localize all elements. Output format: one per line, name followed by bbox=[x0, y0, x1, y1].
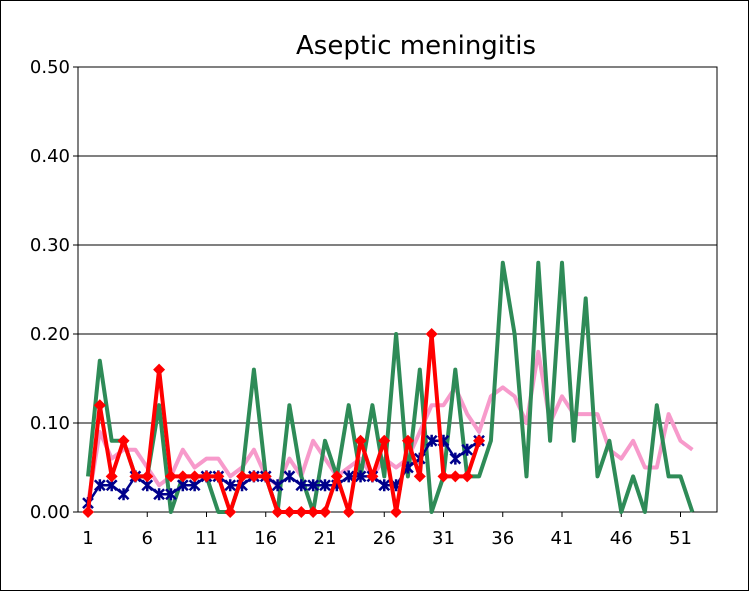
data-point-diamond bbox=[378, 434, 391, 447]
data-point-diamond bbox=[164, 470, 177, 483]
data-point-diamond bbox=[283, 506, 296, 518]
data-point-diamond bbox=[342, 506, 355, 518]
y-tick-label: 0.00 bbox=[30, 502, 70, 523]
data-point-diamond bbox=[224, 506, 237, 518]
x-tick-label: 41 bbox=[551, 528, 574, 549]
data-point-diamond bbox=[188, 470, 201, 483]
data-point-diamond bbox=[366, 470, 379, 483]
data-point-star bbox=[224, 479, 237, 492]
data-point-star bbox=[93, 479, 106, 492]
data-point-diamond bbox=[271, 506, 284, 518]
data-point-diamond bbox=[473, 434, 486, 447]
data-point-star bbox=[153, 488, 165, 501]
x-tick-label: 46 bbox=[610, 528, 633, 549]
x-tick-label: 11 bbox=[195, 528, 218, 549]
y-tick-label: 0.50 bbox=[30, 57, 70, 78]
data-point-diamond bbox=[105, 470, 118, 483]
data-point-diamond bbox=[295, 506, 308, 518]
x-tick-label: 16 bbox=[254, 528, 277, 549]
x-tick-label: 51 bbox=[669, 528, 692, 549]
x-tick-label: 26 bbox=[373, 528, 396, 549]
data-point-diamond bbox=[449, 470, 462, 483]
data-point-star bbox=[425, 434, 438, 447]
data-point-diamond bbox=[82, 506, 94, 518]
data-point-star bbox=[165, 488, 177, 501]
data-point-star bbox=[449, 452, 462, 465]
x-tick-label: 36 bbox=[491, 528, 514, 549]
chart-title: Aseptic meningitis bbox=[296, 31, 536, 61]
data-point-diamond bbox=[236, 470, 249, 483]
x-tick-label: 6 bbox=[142, 528, 153, 549]
data-point-diamond bbox=[330, 470, 343, 483]
data-point-star bbox=[295, 479, 308, 492]
data-point-diamond bbox=[93, 399, 106, 412]
data-point-diamond bbox=[319, 506, 331, 518]
y-tick-label: 0.20 bbox=[30, 324, 70, 345]
y-axis: 0.00 0.10 0.20 0.30 0.40 0.50 bbox=[30, 57, 78, 523]
data-point-diamond bbox=[413, 470, 426, 483]
data-point-diamond bbox=[307, 506, 320, 518]
data-point-star bbox=[461, 443, 474, 456]
data-point-star bbox=[307, 479, 320, 492]
x-tick-label: 31 bbox=[432, 528, 455, 549]
data-point-star bbox=[271, 479, 284, 492]
y-tick-label: 0.30 bbox=[30, 235, 70, 256]
data-point-diamond bbox=[117, 434, 130, 447]
data-point-diamond bbox=[141, 470, 154, 483]
data-point-diamond bbox=[153, 363, 166, 376]
data-point-star bbox=[283, 470, 296, 483]
data-point-star bbox=[342, 470, 355, 483]
y-tick-label: 0.10 bbox=[30, 413, 70, 434]
data-point-diamond bbox=[461, 470, 474, 483]
x-tick-label: 1 bbox=[82, 528, 93, 549]
data-point-diamond bbox=[200, 470, 213, 483]
data-point-diamond bbox=[176, 470, 189, 483]
y-tick-label: 0.40 bbox=[30, 146, 70, 167]
data-point-diamond bbox=[425, 328, 438, 340]
x-tick-label: 21 bbox=[314, 528, 337, 549]
plot-area bbox=[77, 66, 718, 513]
data-point-star bbox=[319, 479, 331, 492]
data-point-diamond bbox=[212, 470, 225, 483]
data-point-star bbox=[378, 479, 391, 492]
data-point-diamond bbox=[390, 506, 403, 518]
series-group bbox=[82, 260, 695, 518]
x-axis: 1 6 11 16 21 26 31 36 41 46 51 bbox=[82, 512, 692, 549]
data-point-star bbox=[117, 488, 130, 501]
data-point-diamond bbox=[247, 470, 260, 483]
data-point-diamond bbox=[129, 470, 142, 483]
data-point-diamond bbox=[354, 434, 367, 447]
data-point-diamond bbox=[401, 434, 414, 447]
data-point-diamond bbox=[259, 470, 272, 483]
data-point-diamond bbox=[437, 470, 450, 483]
